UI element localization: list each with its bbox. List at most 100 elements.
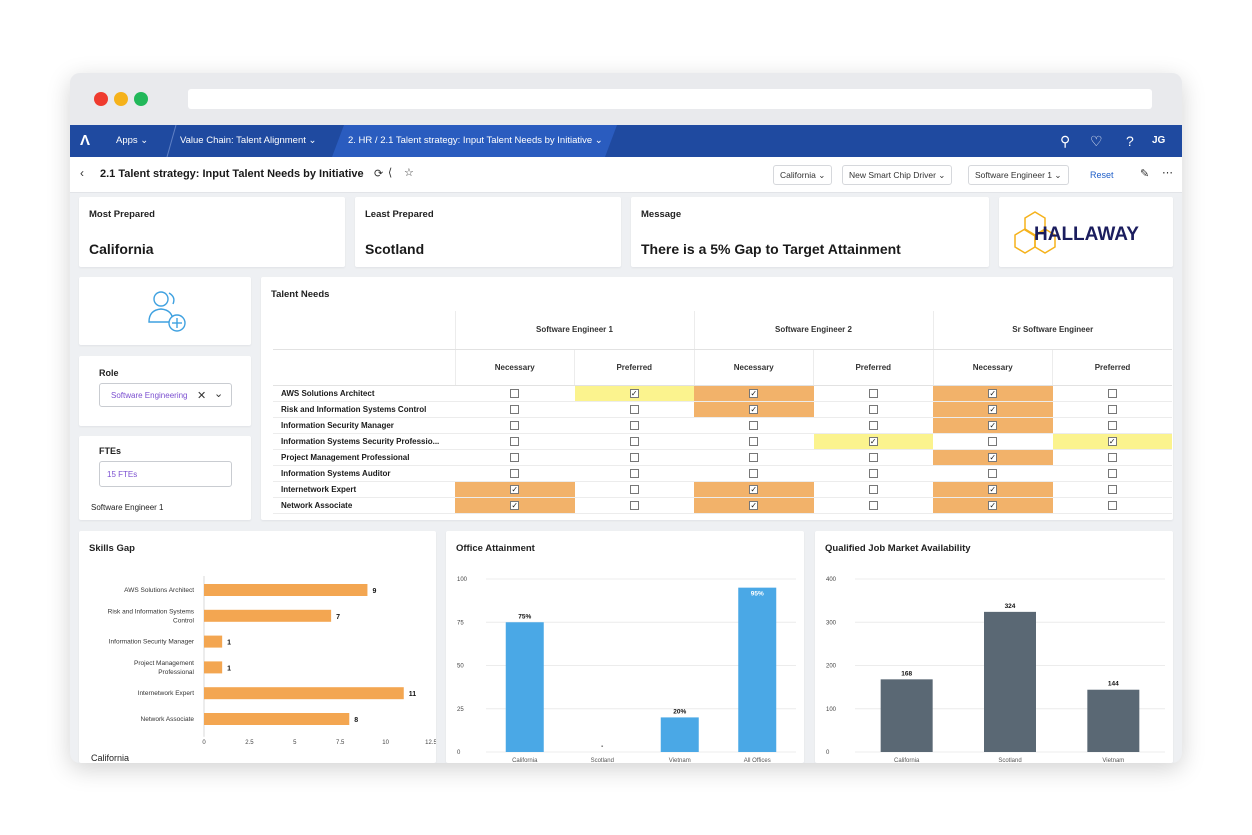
requirement-cell <box>694 433 814 450</box>
role-select[interactable]: Software Engineering ✕ ⌄ <box>99 383 232 407</box>
checkbox[interactable] <box>1107 452 1117 462</box>
chevron-down-icon[interactable]: ⌄ <box>214 388 224 400</box>
checkbox[interactable] <box>510 420 520 430</box>
requirement-cell: ✓ <box>933 401 1053 418</box>
checkbox[interactable] <box>510 452 520 462</box>
checkbox[interactable] <box>1107 420 1117 430</box>
checkbox[interactable] <box>629 404 639 414</box>
checked-checkbox[interactable]: ✓ <box>868 436 878 446</box>
checkbox[interactable] <box>868 484 878 494</box>
checked-checkbox[interactable]: ✓ <box>510 500 520 510</box>
bar[interactable] <box>204 713 350 725</box>
office-attainment-title: Office Attainment <box>456 543 535 554</box>
refresh-icon[interactable]: ⟳ <box>374 168 384 180</box>
add-user-icon[interactable] <box>79 277 251 345</box>
checked-checkbox[interactable]: ✓ <box>629 388 639 398</box>
bar[interactable] <box>880 679 933 752</box>
bar[interactable] <box>204 584 368 596</box>
checkbox[interactable] <box>1107 500 1117 510</box>
checked-checkbox[interactable]: ✓ <box>988 388 998 398</box>
checkbox[interactable] <box>629 436 639 446</box>
checked-checkbox[interactable]: ✓ <box>988 420 998 430</box>
checkbox[interactable] <box>1107 388 1117 398</box>
minimize-window-icon[interactable] <box>114 92 128 106</box>
user-avatar[interactable]: JG <box>1152 135 1166 146</box>
checkbox[interactable] <box>1107 468 1117 478</box>
bar[interactable] <box>505 622 544 752</box>
bar[interactable] <box>738 587 777 752</box>
checkbox[interactable] <box>1107 404 1117 414</box>
checked-checkbox[interactable]: ✓ <box>749 388 759 398</box>
checkbox[interactable] <box>749 420 759 430</box>
checkbox[interactable] <box>868 388 878 398</box>
checkbox[interactable] <box>868 420 878 430</box>
checked-checkbox[interactable]: ✓ <box>988 452 998 462</box>
checkbox[interactable] <box>629 468 639 478</box>
bar[interactable] <box>204 687 404 700</box>
checkbox[interactable] <box>749 468 759 478</box>
maximize-window-icon[interactable] <box>134 92 148 106</box>
checked-checkbox[interactable]: ✓ <box>988 484 998 494</box>
browser-chrome <box>70 73 1182 125</box>
checkbox[interactable] <box>749 452 759 462</box>
anaplan-logo-icon[interactable]: Λ <box>80 132 91 149</box>
requirement-cell <box>813 401 933 418</box>
checkbox[interactable] <box>988 468 998 478</box>
bar[interactable] <box>204 609 332 622</box>
checkbox[interactable] <box>629 484 639 494</box>
checkbox[interactable] <box>868 452 878 462</box>
skill-label: Information Systems Security Professio..… <box>273 433 455 450</box>
checkbox[interactable] <box>868 468 878 478</box>
bar[interactable] <box>984 611 1036 752</box>
bar[interactable] <box>1087 689 1140 752</box>
checkbox[interactable] <box>629 420 639 430</box>
back-chevron-icon[interactable]: ‹ <box>80 166 84 180</box>
breadcrumb-value-chain[interactable]: Value Chain: Talent Alignment ⌄ <box>180 125 316 157</box>
notification-bell-icon[interactable]: ♡ <box>1090 133 1103 149</box>
checkbox[interactable] <box>988 436 998 446</box>
checked-checkbox[interactable]: ✓ <box>988 404 998 414</box>
bar[interactable] <box>204 635 223 648</box>
help-icon[interactable]: ? <box>1126 133 1134 149</box>
more-options-icon[interactable]: ⋯ <box>1162 167 1173 179</box>
x-tick-label: 2.5 <box>245 740 254 746</box>
checkbox[interactable] <box>510 404 520 414</box>
address-bar[interactable] <box>188 89 1152 109</box>
checked-checkbox[interactable]: ✓ <box>1107 436 1117 446</box>
apps-menu[interactable]: Apps ⌄ <box>116 125 148 157</box>
requirement-cell: ✓ <box>933 481 1053 498</box>
edit-pencil-icon[interactable]: ✎ <box>1140 168 1150 180</box>
bar[interactable] <box>204 661 223 674</box>
checkbox[interactable] <box>510 388 520 398</box>
filter-location[interactable]: California ⌄ <box>773 165 833 185</box>
checkbox[interactable] <box>629 500 639 510</box>
breadcrumb-current-label: 2. HR / 2.1 Talent strategy: Input Talen… <box>348 135 593 146</box>
requirement-cell: ✓ <box>574 385 694 402</box>
hallaway-logo: HALLAWAY <box>1014 211 1139 254</box>
star-icon[interactable]: ☆ <box>404 167 414 179</box>
checkbox[interactable] <box>1107 484 1117 494</box>
checkbox[interactable] <box>510 468 520 478</box>
filter-initiative[interactable]: New Smart Chip Driver ⌄ <box>842 165 953 185</box>
checked-checkbox[interactable]: ✓ <box>749 500 759 510</box>
checkbox[interactable] <box>868 404 878 414</box>
breadcrumb-current-page[interactable]: 2. HR / 2.1 Talent strategy: Input Talen… <box>348 125 603 157</box>
filter-role[interactable]: Software Engineer 1 ⌄ <box>968 165 1069 185</box>
clear-x-icon[interactable]: ✕ <box>197 390 207 402</box>
search-icon[interactable]: ⚲ <box>1060 133 1071 149</box>
bar[interactable] <box>660 717 699 752</box>
checked-checkbox[interactable]: ✓ <box>749 484 759 494</box>
checkbox[interactable] <box>868 500 878 510</box>
add-user-card[interactable] <box>79 277 251 345</box>
checked-checkbox[interactable]: ✓ <box>988 500 998 510</box>
ftes-input[interactable]: 15 FTEs <box>99 461 232 487</box>
checked-checkbox[interactable]: ✓ <box>749 404 759 414</box>
share-icon[interactable]: ⟨ <box>388 167 393 179</box>
checkbox[interactable] <box>510 436 520 446</box>
close-window-icon[interactable] <box>94 92 108 106</box>
x-tick-label: Scotland <box>998 758 1021 763</box>
checkbox[interactable] <box>749 436 759 446</box>
checkbox[interactable] <box>629 452 639 462</box>
reset-button[interactable]: Reset <box>1090 170 1114 180</box>
checked-checkbox[interactable]: ✓ <box>510 484 520 494</box>
